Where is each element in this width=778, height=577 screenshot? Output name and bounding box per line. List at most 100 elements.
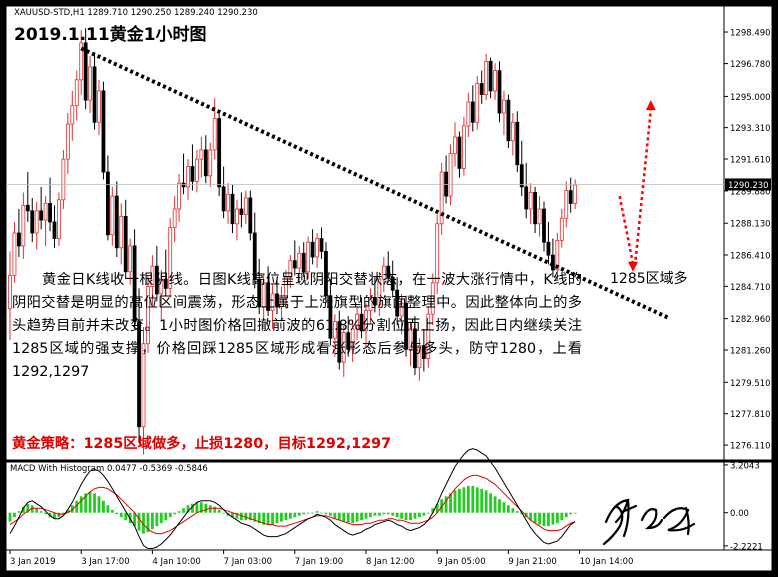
macd-histogram-bar	[333, 512, 337, 519]
candle-body	[163, 278, 168, 289]
candle-body	[257, 278, 262, 308]
candle-body	[319, 238, 324, 252]
macd-histogram-bar	[110, 509, 114, 513]
candle-body	[16, 232, 21, 247]
macd-histogram-bar	[355, 512, 359, 522]
candle-body	[399, 302, 404, 317]
candle-body	[417, 345, 422, 369]
macd-histogram-bar	[106, 505, 110, 513]
macd-histogram-bar	[382, 512, 386, 515]
macd-histogram-bar	[244, 512, 248, 521]
candle-body	[328, 295, 333, 339]
macd-histogram-bar	[369, 512, 372, 518]
candle-body	[484, 60, 489, 95]
macd-histogram-bar	[458, 488, 461, 513]
candle-body	[186, 166, 190, 188]
candle-body	[248, 197, 253, 234]
candle-body	[493, 70, 497, 92]
macd-histogram-bar	[373, 512, 377, 516]
macd-histogram-bar	[66, 509, 70, 513]
candle-body	[177, 182, 182, 210]
candle-body	[172, 208, 177, 228]
macd-histogram-bar	[44, 512, 47, 515]
candle-body	[542, 208, 546, 243]
macd-histogram-bar	[533, 512, 537, 524]
macd-histogram-bar	[119, 512, 123, 518]
macd-histogram-bar	[573, 512, 577, 514]
candle-body	[413, 328, 417, 369]
candle-body	[203, 149, 208, 177]
macd-axis-area	[723, 461, 773, 551]
candle-body	[390, 276, 395, 291]
macd-histogram-bar	[302, 512, 306, 515]
candle-body	[408, 328, 413, 350]
analysis-paragraph: 黄金日K线收一根阴线。日图K线高位呈现阴阳交替状态，在一波大涨行情中，K线的阴阳…	[12, 272, 582, 380]
candle-body	[97, 90, 101, 123]
candle-body	[564, 190, 569, 219]
candle-body	[52, 221, 57, 239]
macd-histogram-bar	[284, 512, 288, 521]
candle-body	[123, 215, 128, 273]
macd-histogram-bar	[231, 512, 234, 518]
symbol-line: XAUUSD-STD,H1 1289.710 1290.250 1289.240…	[14, 8, 258, 18]
candle-body	[288, 260, 293, 278]
candle-body	[297, 252, 302, 269]
macd-histogram-bar	[271, 512, 274, 525]
arrow-up-segment	[633, 109, 653, 266]
candle-body	[65, 123, 70, 160]
macd-histogram-bar	[17, 511, 21, 513]
macd-histogram-bar	[142, 512, 145, 534]
candle-body	[346, 332, 351, 350]
macd-histogram-bar	[484, 490, 488, 513]
candle-body	[8, 275, 12, 310]
time-tick-label: 9 Jan 05:00	[437, 557, 485, 567]
candle-body	[101, 90, 106, 173]
macd-histogram-bar	[471, 485, 475, 513]
candle-body	[106, 171, 110, 236]
macd-histogram-bar	[191, 503, 194, 513]
macd-histogram-bar	[102, 500, 105, 513]
macd-histogram-bar	[222, 512, 225, 514]
time-tick-label: 8 Jan 12:00	[366, 557, 414, 567]
macd-histogram-bar	[253, 512, 257, 522]
macd-histogram-bar	[262, 512, 266, 525]
candle-body	[70, 105, 75, 125]
macd-histogram-bar	[151, 512, 154, 530]
candle-body	[515, 121, 520, 166]
candle-body	[479, 83, 484, 95]
candle-body	[426, 313, 431, 359]
candle-body	[568, 190, 573, 204]
candle-body	[119, 215, 124, 249]
candle-body	[270, 293, 275, 311]
macd-histogram-bar	[195, 502, 199, 513]
macd-histogram-bar	[395, 512, 399, 518]
macd-histogram-bar	[466, 485, 470, 513]
macd-histogram-bar	[75, 500, 79, 513]
candle-body	[372, 297, 377, 306]
candle-body	[381, 265, 386, 280]
candle-body	[470, 101, 475, 123]
macd-axis: 3.2043 0.00 -2.2221	[724, 461, 763, 552]
macd-histogram-bar	[524, 512, 528, 518]
candle-body	[461, 125, 466, 169]
macd-main-line	[9, 448, 576, 549]
candle-body	[457, 136, 462, 169]
candle-body	[235, 208, 239, 225]
macd-histogram-bar	[288, 512, 292, 519]
time-tick-label: 3 Jan 17:00	[81, 557, 129, 567]
macd-tick-label: -2.2221	[730, 542, 763, 552]
candle-body	[573, 184, 578, 204]
price-tick-label: 1286.410	[730, 251, 771, 261]
candle-body	[243, 197, 248, 215]
price-tick-label: 1291.610	[730, 155, 771, 165]
candle-body	[364, 310, 368, 332]
macd-histogram-bar	[168, 512, 172, 518]
candles-layer	[8, 28, 578, 455]
candle-body	[315, 238, 319, 258]
macd-histogram-bar	[444, 496, 448, 513]
candle-body	[21, 204, 26, 247]
macd-histogram-bar	[511, 508, 515, 513]
candle-body	[283, 276, 288, 298]
candle-body	[266, 282, 271, 311]
